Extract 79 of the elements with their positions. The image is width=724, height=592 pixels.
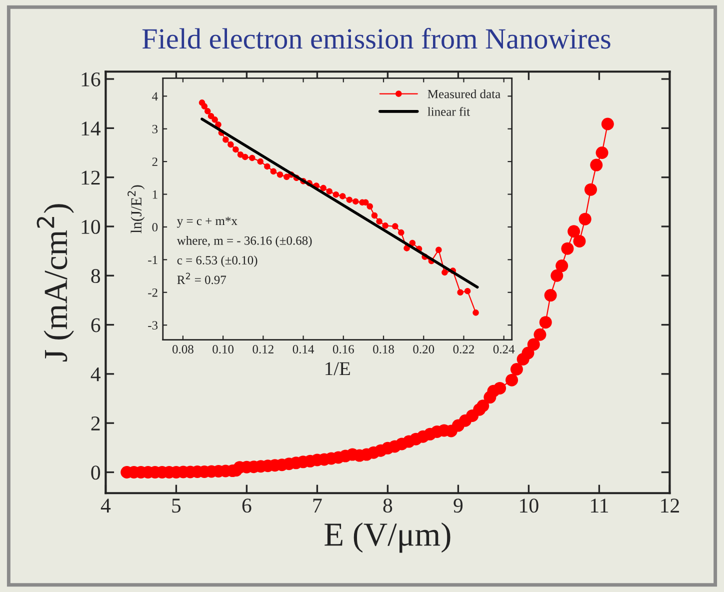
x-tick-label: 0.24 <box>493 345 515 354</box>
y-axis-title: ln(J/E$^{2}$) <box>128 185 145 234</box>
x-tick-label: 0.08 <box>172 345 194 354</box>
y-tick-label: 0 <box>91 466 100 480</box>
y-tick-label: 12 <box>82 170 100 185</box>
chart-title: Field electron emission from Nanowires <box>142 28 610 49</box>
x-tick-label: 0.12 <box>252 345 274 354</box>
annotation: where, m = - 36.16 (±0.68) <box>176 236 312 248</box>
y-tick-label: 1 <box>152 190 158 199</box>
annotation: R$^{2}$ = 0.97 <box>177 272 226 284</box>
point <box>232 146 239 153</box>
y-tick-label: 8 <box>91 269 100 284</box>
x-tick-label: 0.14 <box>292 345 314 354</box>
point <box>472 310 479 316</box>
point <box>222 136 229 143</box>
legend-label: Measured data <box>428 89 500 98</box>
point <box>376 218 382 225</box>
point <box>242 154 248 160</box>
point <box>346 196 353 203</box>
y-tick-label: 6 <box>91 318 100 332</box>
point <box>204 108 211 114</box>
x-tick-label: 0.22 <box>453 345 474 354</box>
x-tick-label: 5 <box>172 498 181 513</box>
point <box>270 168 277 174</box>
y-tick-label: 3 <box>152 124 158 134</box>
y-tick-label: -1 <box>148 256 158 264</box>
point <box>398 229 404 236</box>
point <box>212 116 218 123</box>
point <box>436 246 442 253</box>
annotation: y = c + m*x <box>177 216 238 228</box>
point <box>442 269 448 276</box>
y-tick-label: 14 <box>82 122 101 136</box>
point <box>249 154 256 162</box>
point <box>332 191 340 198</box>
y-tick-label: 16 <box>82 72 100 86</box>
x-tick-label: 6 <box>242 498 252 513</box>
point <box>362 199 369 206</box>
y-tick-label: 2 <box>152 158 158 166</box>
point <box>326 188 332 194</box>
point <box>276 172 284 178</box>
point <box>457 289 464 296</box>
point <box>215 121 222 128</box>
y-tick-label: 10 <box>82 220 100 234</box>
x-tick-label: 4 <box>100 498 111 512</box>
point <box>371 212 378 219</box>
x-tick-label: 8 <box>383 498 392 513</box>
y-tick-label: 2 <box>91 416 100 430</box>
y-tick-label: 4 <box>90 367 101 382</box>
point <box>409 240 416 246</box>
point <box>320 184 326 192</box>
x-axis-title: E (V/μm) <box>324 522 450 553</box>
x-tick-label: 9 <box>454 498 463 513</box>
point <box>201 103 208 110</box>
y-tick-label: 4 <box>152 92 158 100</box>
y-tick-label: 0 <box>152 222 158 232</box>
point <box>366 203 373 210</box>
point <box>392 223 398 230</box>
x-tick-label: 12 <box>661 498 679 512</box>
point <box>464 288 471 294</box>
x-tick-label: 0.20 <box>413 345 434 354</box>
legend-label: linear fit <box>428 107 470 116</box>
x-tick-label: 7 <box>313 498 322 512</box>
y-tick-label: -3 <box>148 321 158 330</box>
x-tick-label: 11 <box>591 498 608 512</box>
x-tick-label: 10 <box>520 498 538 513</box>
x-tick-label: 0.18 <box>373 345 394 354</box>
x-axis-title: 1/E <box>326 362 350 376</box>
annotation: c = 6.53 (±0.10) <box>177 256 258 267</box>
point <box>352 198 359 205</box>
point <box>228 141 234 148</box>
x-tick-label: 0.10 <box>212 345 234 354</box>
y-axis-title: J (mA/cm$^{2}$) <box>36 204 74 362</box>
y-tick-label: -2 <box>148 288 158 297</box>
point <box>264 163 270 170</box>
point <box>257 158 264 165</box>
point <box>382 222 388 229</box>
x-tick-label: 0.16 <box>332 345 354 354</box>
point <box>208 112 214 120</box>
point <box>339 193 346 200</box>
